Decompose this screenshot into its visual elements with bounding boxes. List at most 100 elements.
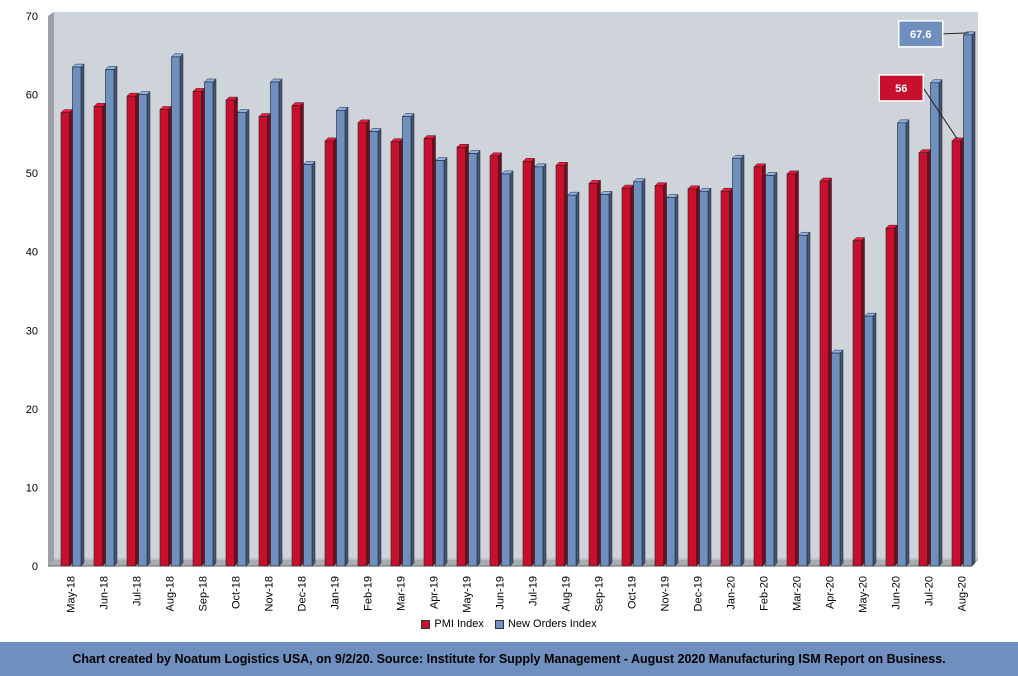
x-tick-label: Mar-20 bbox=[792, 576, 804, 611]
bar-front bbox=[324, 140, 334, 567]
bar bbox=[599, 190, 613, 567]
x-tick-label: Apr-19 bbox=[429, 576, 441, 609]
callouts: 67.6 56 bbox=[878, 20, 969, 140]
bar-side bbox=[80, 63, 85, 567]
bar bbox=[588, 179, 602, 567]
bar bbox=[687, 185, 701, 567]
bar-side bbox=[927, 149, 931, 567]
y-tick-label: 50 bbox=[26, 168, 38, 180]
bar bbox=[632, 178, 646, 567]
bar bbox=[654, 182, 668, 567]
bar-front bbox=[225, 99, 235, 567]
bar-side bbox=[608, 190, 613, 567]
bar-side bbox=[135, 92, 139, 567]
bar-side bbox=[828, 177, 832, 567]
legend-swatch-new-orders bbox=[494, 619, 504, 629]
bar-side bbox=[663, 182, 667, 567]
bar-front bbox=[918, 152, 928, 567]
bar bbox=[863, 312, 877, 567]
bar-side bbox=[146, 90, 151, 567]
bar-side bbox=[465, 143, 469, 567]
callout-label: 56 bbox=[895, 83, 907, 95]
bar bbox=[236, 109, 250, 567]
bar-side bbox=[729, 187, 733, 567]
bar bbox=[819, 177, 833, 567]
x-tick-label: Aug-19 bbox=[561, 576, 573, 611]
bar-front bbox=[600, 194, 610, 567]
bar-front bbox=[105, 69, 115, 567]
bar-front bbox=[963, 34, 973, 567]
plot-side-wall bbox=[48, 12, 54, 566]
y-tick-label: 0 bbox=[32, 561, 38, 573]
bar bbox=[896, 119, 910, 567]
bar-side bbox=[399, 138, 403, 567]
data-callout: 56 bbox=[878, 74, 958, 140]
x-tick-label: Feb-20 bbox=[759, 576, 771, 611]
x-tick-label: Oct-18 bbox=[231, 576, 243, 609]
y-axis: 0 10 20 30 40 50 60 70 bbox=[26, 11, 38, 573]
bar-side bbox=[245, 109, 250, 567]
x-tick-label: Dec-19 bbox=[693, 576, 705, 611]
bar bbox=[786, 170, 800, 567]
bar bbox=[423, 134, 437, 567]
bar-front bbox=[336, 109, 346, 567]
bar-front bbox=[786, 173, 796, 567]
x-axis: May-18 Jun-18 Jul-18 Aug-18 Sep-18 Oct-18 Nov-… bbox=[66, 576, 969, 613]
bar-side bbox=[267, 112, 271, 567]
x-tick-label: Oct-19 bbox=[627, 576, 639, 609]
bar bbox=[885, 224, 899, 567]
bar-front bbox=[819, 180, 829, 567]
bar-side bbox=[113, 65, 118, 567]
bar-front bbox=[159, 109, 169, 567]
bar-side bbox=[905, 119, 910, 567]
chart: 0 10 20 30 40 50 60 70 May-18 Jun-18 Jul-18 Aug-18… bbox=[26, 11, 978, 613]
x-tick-label: Jul-18 bbox=[132, 576, 144, 606]
bar-side bbox=[201, 87, 205, 567]
bar bbox=[203, 78, 217, 567]
bar-side bbox=[432, 134, 436, 567]
bar bbox=[335, 106, 349, 567]
callout-label: 67.6 bbox=[910, 29, 931, 41]
bar-side bbox=[960, 137, 964, 567]
bar-side bbox=[278, 78, 283, 567]
bar bbox=[269, 78, 283, 567]
legend-item-new-orders: New Orders Index bbox=[494, 618, 597, 630]
y-tick-label: 40 bbox=[26, 247, 38, 259]
bar-side bbox=[443, 156, 448, 567]
bar-front bbox=[60, 112, 70, 567]
legend-label-pmi: PMI Index bbox=[434, 618, 484, 630]
bar bbox=[390, 138, 404, 567]
bar-side bbox=[894, 224, 898, 567]
bar bbox=[753, 163, 767, 567]
bar-front bbox=[588, 183, 598, 567]
bar-front bbox=[885, 227, 895, 567]
bar-front bbox=[489, 155, 499, 567]
bar bbox=[456, 143, 470, 567]
bar-front bbox=[765, 175, 775, 567]
x-tick-label: Aug-18 bbox=[165, 576, 177, 611]
bar-side bbox=[168, 105, 172, 567]
bar-side bbox=[938, 79, 943, 567]
bar bbox=[522, 157, 536, 567]
bar-side bbox=[597, 179, 601, 567]
legend-item-pmi: PMI Index bbox=[421, 618, 484, 630]
bar-front bbox=[687, 188, 697, 567]
bar-side bbox=[212, 78, 217, 567]
x-tick-label: Jan-19 bbox=[330, 576, 342, 610]
bar bbox=[764, 171, 778, 567]
bar bbox=[731, 154, 745, 567]
bar-side bbox=[102, 102, 106, 567]
bar bbox=[555, 161, 569, 567]
bar bbox=[324, 137, 338, 567]
footer-source-note: Chart created by Noatum Logistics USA, o… bbox=[0, 642, 1018, 676]
x-tick-label: Apr-20 bbox=[825, 576, 837, 609]
y-tick-label: 10 bbox=[26, 482, 38, 494]
bar-side bbox=[300, 101, 304, 567]
data-callout: 67.6 bbox=[898, 20, 969, 48]
bar-front bbox=[699, 190, 709, 567]
bar-front bbox=[270, 81, 280, 567]
bar bbox=[830, 349, 844, 567]
y-tick-label: 30 bbox=[26, 325, 38, 337]
legend: PMI Index New Orders Index bbox=[0, 618, 1018, 630]
bar-side bbox=[773, 171, 778, 567]
